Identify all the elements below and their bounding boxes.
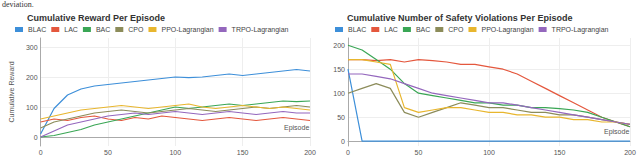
svg-text:TRPO-Lagrangian: TRPO-Lagrangian [232,26,289,34]
svg-text:200: 200 [624,149,636,156]
svg-text:BAC: BAC [416,26,430,33]
svg-text:200: 200 [26,74,38,81]
html-text:deviation.: deviation. [2,0,34,9]
svg-text:BAC: BAC [96,26,110,33]
svg-text:150: 150 [237,149,249,156]
svg-text:Cumulative Reward: Cumulative Reward [8,61,15,122]
svg-text:0: 0 [34,134,38,141]
svg-text:BLAC: BLAC [348,26,366,33]
svg-text:LAC: LAC [384,26,398,33]
svg-text:Cumulative Reward Per Episode: Cumulative Reward Per Episode [27,13,165,23]
svg-text:50: 50 [104,149,112,156]
svg-text:150: 150 [554,149,566,156]
svg-text:50: 50 [415,149,423,156]
svg-text:0: 0 [39,149,43,156]
svg-text:Cumulative Number of Safety Vi: Cumulative Number of Safety Violations P… [347,13,572,23]
svg-text:300: 300 [26,44,38,51]
svg-text:PPO-Lagrangian: PPO-Lagrangian [481,26,533,34]
svg-text:CPO: CPO [128,26,144,33]
svg-text:0: 0 [346,149,350,156]
svg-text:LAC: LAC [64,26,78,33]
svg-text:200: 200 [304,149,316,156]
svg-text:TRPO-Lagrangian: TRPO-Lagrangian [552,26,609,34]
svg-text:100: 100 [169,149,181,156]
svg-text:Episode: Episode [284,124,309,132]
svg-text:200: 200 [333,42,345,49]
svg-text:100: 100 [26,104,38,111]
svg-text:100: 100 [483,149,495,156]
svg-text:50: 50 [337,114,345,121]
svg-text:CPO: CPO [448,26,464,33]
svg-text:150: 150 [333,66,345,73]
svg-text:PPO-Lagrangian: PPO-Lagrangian [161,26,213,34]
svg-text:Episode: Episode [604,128,629,136]
svg-text:100: 100 [333,90,345,97]
svg-text:0: 0 [341,138,345,145]
svg-text:BLAC: BLAC [28,26,46,33]
